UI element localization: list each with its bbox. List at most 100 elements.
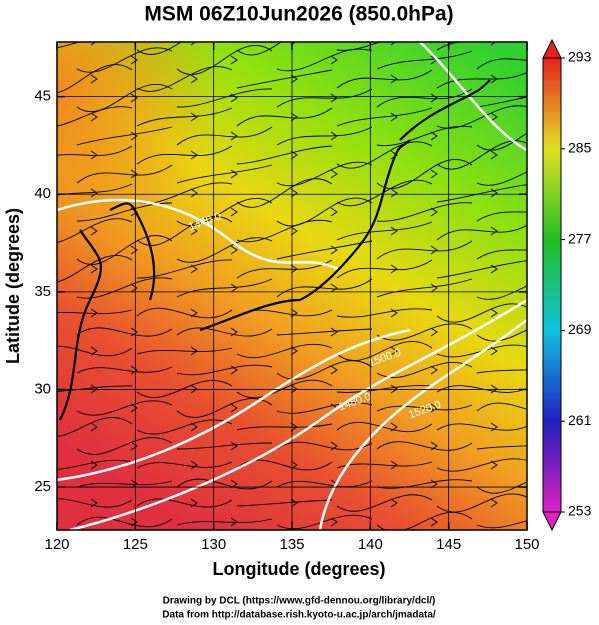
streamline: [176, 237, 273, 263]
streamline: [236, 259, 333, 279]
streamline: [476, 329, 527, 342]
streamline-arrow: [230, 327, 238, 337]
streamline-arrow: [531, 56, 537, 64]
streamline: [176, 442, 273, 450]
streamline-arrow: [290, 112, 298, 122]
streamline-arrow: [430, 207, 438, 217]
streamline-arrow: [190, 460, 198, 470]
streamline: [376, 125, 473, 147]
streamline: [276, 480, 373, 488]
streamline: [136, 461, 233, 469]
streamline: [476, 285, 527, 300]
streamline-arrow: [130, 55, 138, 65]
streamline-arrow: [90, 226, 98, 236]
streamline-arrow: [531, 170, 537, 178]
streamline: [336, 341, 433, 361]
streamline-arrow: [330, 327, 338, 337]
streamline-arrow: [190, 74, 198, 84]
streamline: [336, 69, 433, 89]
streamline: [336, 42, 382, 51]
streamline: [276, 328, 373, 336]
streamline: [76, 235, 173, 265]
streamline-arrow: [230, 245, 238, 255]
streamline: [76, 400, 173, 416]
streamline-arrow: [330, 517, 338, 527]
coastline: [199, 298, 301, 332]
streamline-arrow: [330, 441, 338, 451]
streamline: [236, 107, 333, 127]
streamline-arrow: [490, 150, 498, 160]
streamline-arrow: [531, 284, 537, 292]
streamline-arrow: [130, 283, 138, 293]
streamline: [336, 221, 433, 241]
x-tick-label: 130: [201, 536, 226, 553]
streamline-arrow: [290, 422, 298, 432]
streamline-arrow: [190, 422, 198, 432]
streamline-arrow: [531, 480, 537, 488]
streamline: [476, 58, 527, 70]
streamline: [436, 458, 527, 472]
streamline: [136, 145, 233, 165]
y-tick-label: 35: [34, 283, 51, 300]
streamline: [136, 498, 233, 508]
streamline: [57, 254, 133, 283]
streamline-arrow: [430, 403, 438, 413]
colorbar-tick-label: 285: [568, 140, 592, 156]
streamline-arrow: [290, 384, 298, 394]
streamline: [76, 277, 173, 299]
streamline: [236, 343, 333, 359]
streamline-arrow: [230, 283, 238, 293]
contour-line: [69, 298, 527, 530]
contour-line: [57, 328, 411, 482]
streamline: [336, 259, 433, 279]
y-axis-label: Latitude (degrees): [3, 208, 23, 364]
contour-line: [419, 42, 527, 152]
streamline-arrow: [531, 366, 537, 374]
streamline: [76, 516, 173, 528]
streamline: [276, 88, 373, 108]
streamline-arrow: [390, 112, 398, 122]
streamline-arrow: [230, 207, 238, 217]
streamline-arrow: [390, 226, 398, 236]
streamline-arrow: [130, 131, 138, 141]
streamline: [57, 183, 133, 196]
streamline-arrow: [190, 264, 198, 274]
x-tick-label: 150: [514, 536, 539, 553]
streamline-arrow: [490, 422, 498, 432]
streamline: [76, 126, 173, 146]
streamline: [476, 445, 527, 450]
streamline-arrow: [330, 131, 338, 141]
streamline: [176, 278, 273, 298]
streamline-arrow: [430, 131, 438, 141]
streamline-arrow: [490, 188, 498, 198]
coastline: [399, 79, 491, 141]
streamline: [376, 404, 473, 412]
streamline: [276, 197, 373, 227]
streamline-arrow: [230, 403, 238, 413]
streamline: [136, 307, 233, 319]
streamline-arrow: [390, 384, 398, 394]
streamline-arrow: [90, 42, 97, 46]
colorbar-tick-label: 261: [568, 412, 592, 428]
streamline: [476, 132, 527, 151]
streamline: [436, 42, 463, 51]
streamline-arrow: [190, 188, 198, 198]
streamline: [176, 44, 273, 76]
streamline-arrow: [130, 403, 138, 413]
grid: [57, 42, 527, 530]
streamline-arrow: [90, 112, 98, 122]
streamline-arrow: [130, 93, 138, 103]
streamline-arrow: [90, 422, 98, 432]
streamline-arrow: [90, 346, 98, 356]
streamline-arrow: [390, 346, 398, 356]
colorbar-extend: [542, 38, 562, 59]
streamline-arrow: [290, 188, 298, 198]
streamline: [57, 145, 133, 157]
streamline-arrow: [531, 94, 537, 102]
streamline: [176, 518, 273, 526]
streamline: [136, 419, 233, 435]
streamline: [436, 385, 527, 393]
streamline-arrow: [430, 441, 438, 451]
x-tick-label: 135: [279, 536, 304, 553]
